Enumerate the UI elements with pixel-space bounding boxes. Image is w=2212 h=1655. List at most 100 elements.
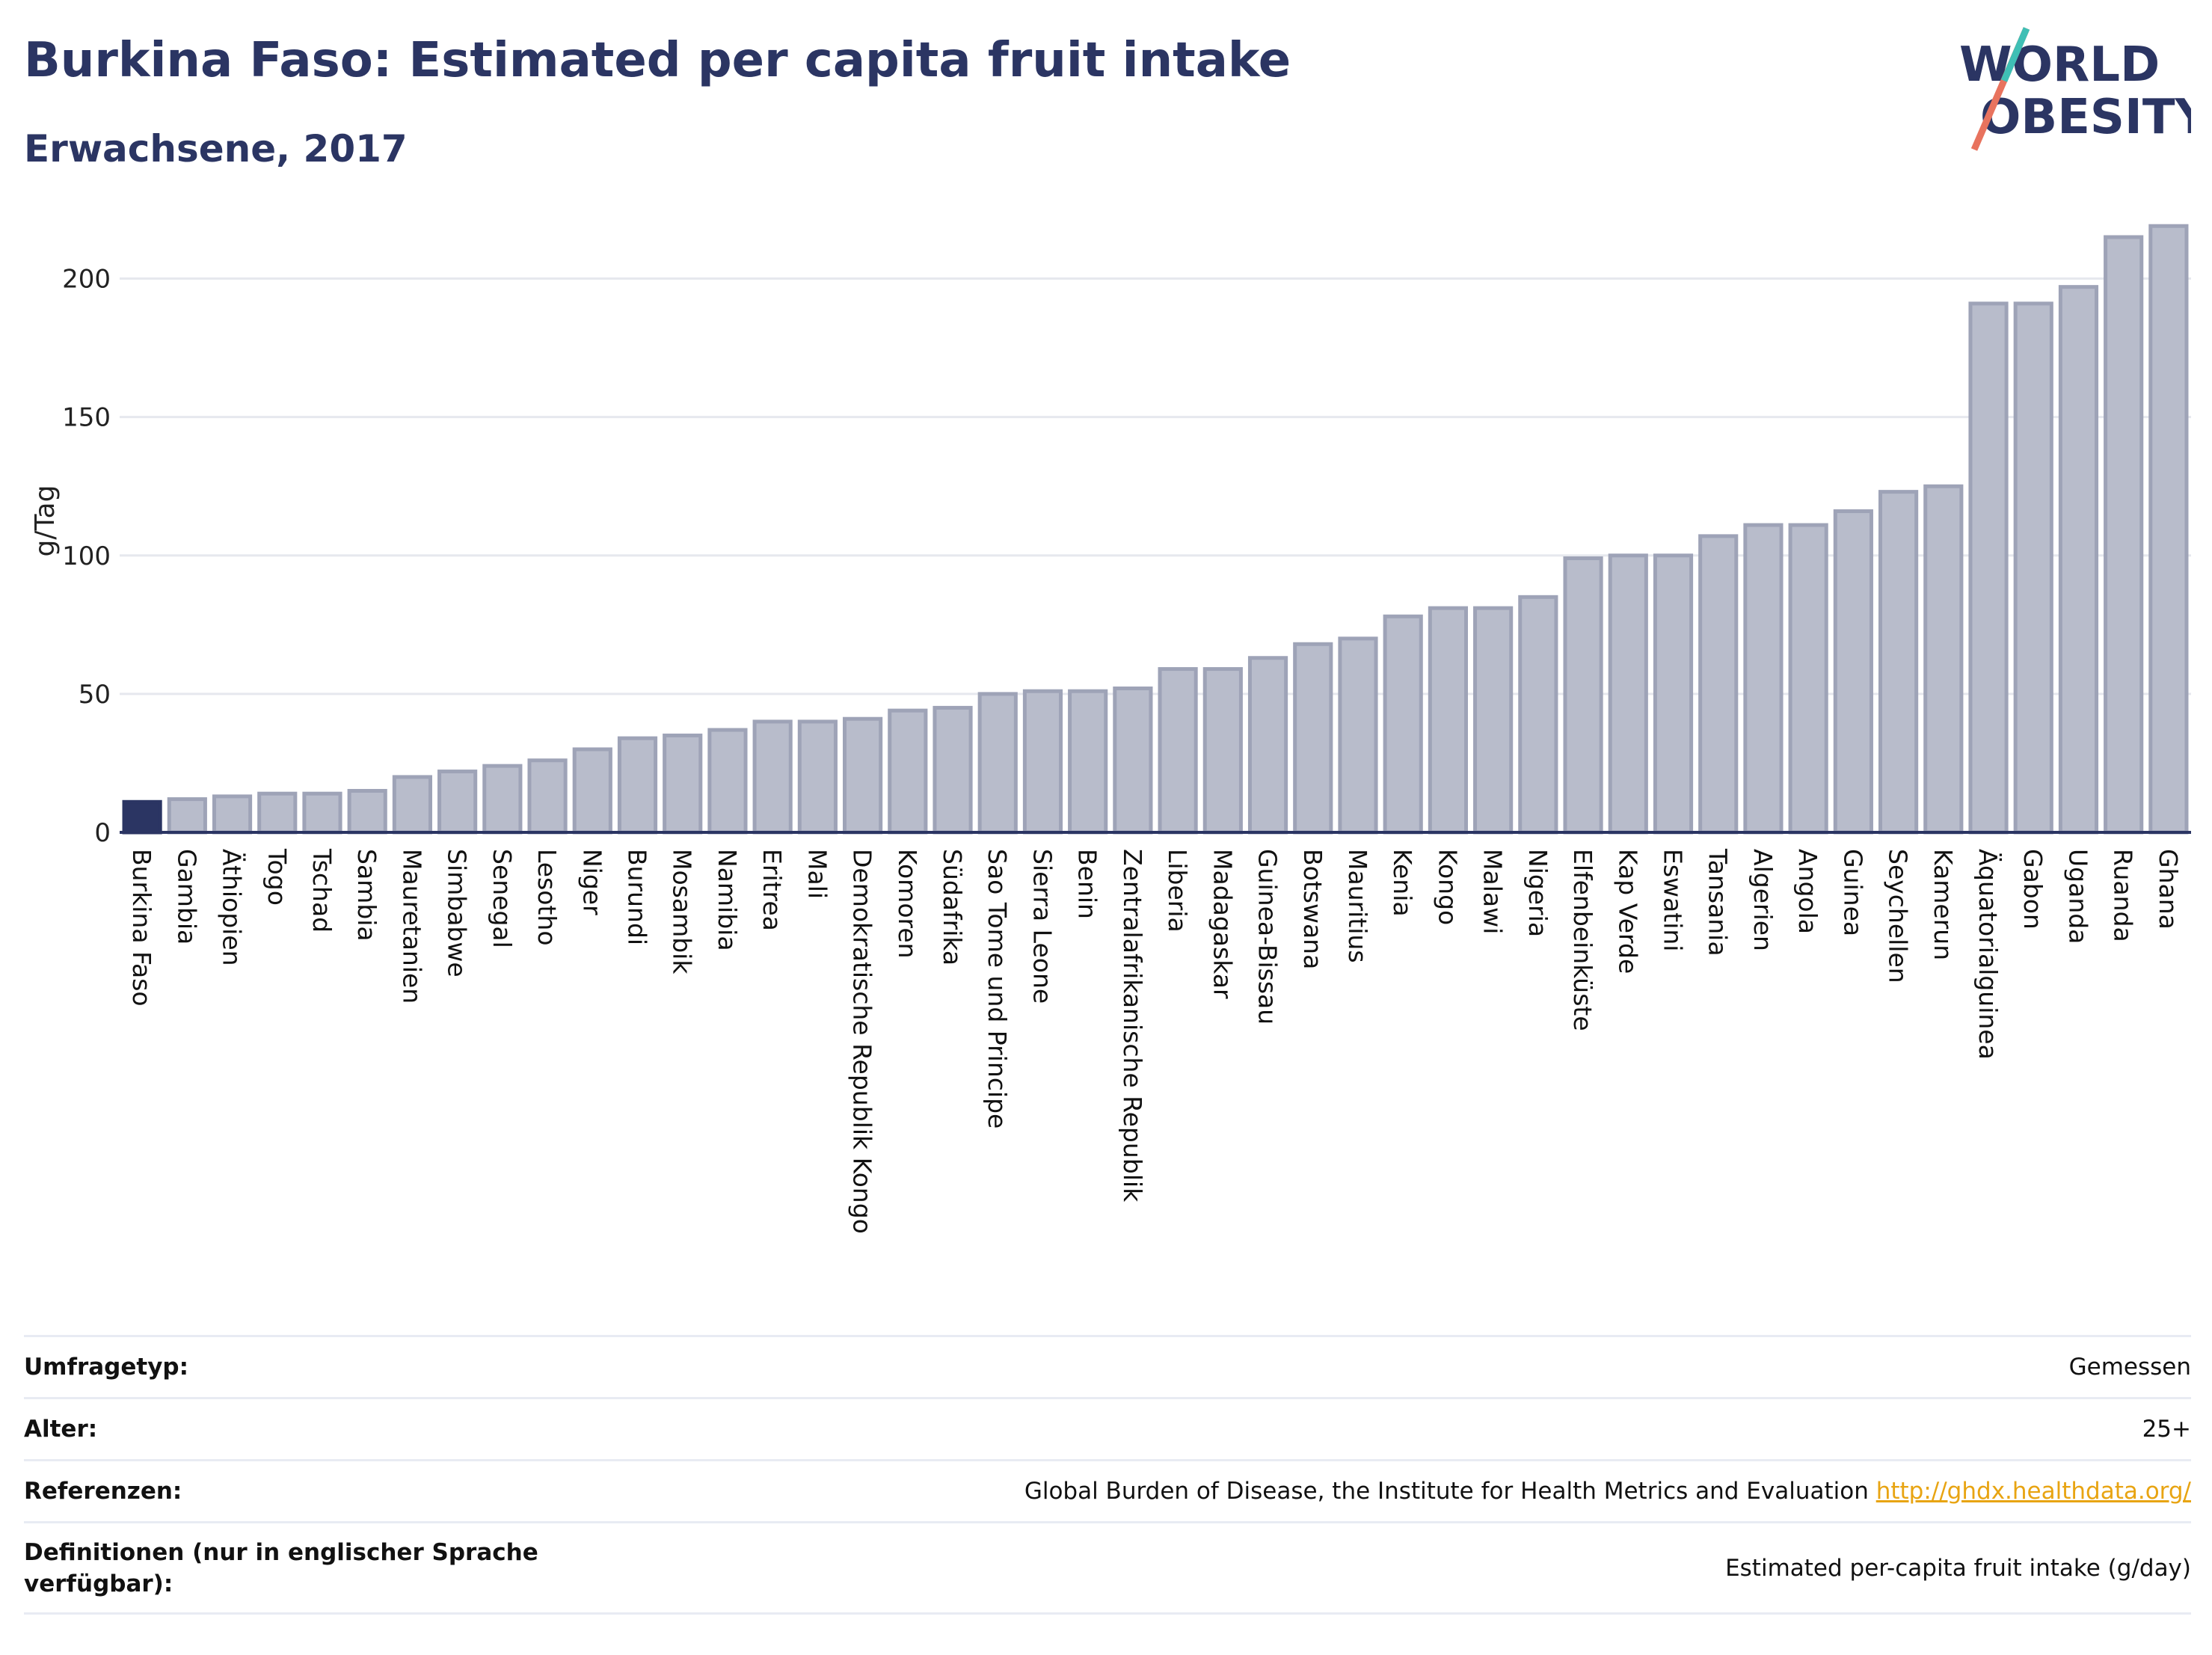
- bar: [888, 708, 928, 835]
- y-tick-label: 50: [79, 680, 111, 710]
- x-tick-label: Ghana: [2154, 849, 2183, 930]
- survey-type-value: Gemessen: [2068, 1354, 2191, 1381]
- x-tick-label: Kamerun: [1929, 849, 1958, 960]
- footer-row-definitions: Definitionen (nur in englischer Sprache …: [24, 1521, 2191, 1615]
- bar: [2013, 301, 2053, 835]
- age-value: 25+: [2142, 1416, 2191, 1443]
- logo-slash-upper: [2000, 27, 2030, 82]
- bar: [1923, 484, 1964, 835]
- bar: [2058, 285, 2099, 835]
- bar: [1473, 606, 1514, 835]
- bar: [212, 794, 253, 835]
- x-tick-label: Algerien: [1748, 849, 1778, 951]
- bar: [572, 747, 612, 835]
- bar: [1653, 553, 1694, 835]
- bar: [663, 733, 703, 835]
- x-tick-label: Seychellen: [1884, 849, 1913, 983]
- x-tick-label: Kap Verde: [1613, 849, 1642, 974]
- bar: [977, 692, 1018, 835]
- world-obesity-logo: WORLD OBESITY: [1959, 27, 2191, 151]
- bar: [707, 728, 748, 835]
- bar: [1563, 556, 1603, 835]
- y-tick-label: 200: [62, 265, 111, 295]
- x-tick-label: Sambia: [352, 849, 381, 942]
- bar: [1698, 534, 1739, 835]
- x-tick-label: Guinea-Bissau: [1253, 849, 1282, 1025]
- bar: [752, 719, 793, 835]
- x-tick-label: Togo: [262, 848, 292, 906]
- x-tick-label: Burkina Faso: [127, 849, 156, 1007]
- x-tick-label: Mauritius: [1343, 849, 1372, 963]
- y-axis-title: g/Tag: [30, 485, 61, 557]
- y-tick-label: 100: [62, 541, 111, 571]
- x-tick-label: Kenia: [1388, 849, 1417, 917]
- x-tick-label: Kongo: [1433, 849, 1462, 925]
- bar: [933, 705, 973, 835]
- metadata-table: Umfragetyp: Gemessen Alter: 25+ Referenz…: [24, 1335, 2191, 1615]
- x-tick-label: Simbabwe: [443, 849, 472, 977]
- logo-line-1: WORLD: [1959, 37, 2160, 93]
- bar: [1202, 667, 1243, 835]
- x-tick-label: Liberia: [1163, 849, 1192, 933]
- footer-row-references: Referenzen: Global Burden of Disease, th…: [24, 1459, 2191, 1521]
- x-tick-label: Äthiopien: [218, 849, 247, 966]
- x-tick-label: Botswana: [1298, 849, 1327, 969]
- x-tick-label: Eritrea: [758, 849, 787, 931]
- survey-type-label: Umfragetyp:: [24, 1354, 188, 1381]
- bar: [2148, 224, 2189, 835]
- x-tick-label: Ruanda: [2109, 849, 2138, 942]
- x-tick-label: Äquatorialguinea: [1973, 849, 2003, 1060]
- bar: [1338, 636, 1378, 835]
- x-tick-label: Malawi: [1478, 849, 1508, 934]
- references-value: Global Burden of Disease, the Institute …: [1024, 1476, 2191, 1507]
- bar: [347, 788, 387, 835]
- x-tick-label: Mali: [802, 849, 832, 899]
- x-tick-label: Benin: [1073, 849, 1102, 919]
- definitions-label: Definitionen (nur in englischer Sprache …: [24, 1538, 538, 1597]
- x-tick-label: Senegal: [488, 849, 517, 948]
- chart-subtitle: Erwachsene, 2017: [24, 127, 408, 171]
- logo-line-2: OBESITY: [1980, 90, 2191, 145]
- references-label: Referenzen:: [24, 1478, 182, 1505]
- bar: [167, 797, 207, 835]
- bar: [1428, 606, 1468, 835]
- x-tick-label: Burundi: [623, 849, 652, 945]
- bar: [1113, 686, 1153, 835]
- bar: [1247, 656, 1288, 835]
- references-link[interactable]: http://ghdx.healthdata.org/: [1875, 1478, 2191, 1505]
- x-tick-label: Namibia: [713, 849, 742, 951]
- bar: [302, 791, 342, 835]
- x-tick-label: Eswatini: [1659, 849, 1688, 951]
- bar: [437, 770, 478, 835]
- bar: [1968, 301, 2009, 835]
- bar: [1878, 490, 1919, 835]
- bar: [392, 775, 433, 835]
- x-tick-label: Gambia: [172, 849, 201, 945]
- bar: [527, 758, 568, 835]
- bar: [1833, 509, 1873, 835]
- bar: [1068, 689, 1108, 835]
- x-tick-label: Lesotho: [532, 849, 562, 946]
- bar: [257, 791, 298, 835]
- x-tick-label: Gabon: [2018, 849, 2047, 930]
- bar: [482, 764, 523, 835]
- x-tick-label: Uganda: [2063, 849, 2092, 944]
- x-tick-label: Tansania: [1703, 848, 1733, 957]
- bar: [1158, 667, 1198, 835]
- bar: [1788, 523, 1828, 835]
- x-tick-label: Elfenbeinküste: [1568, 849, 1597, 1031]
- x-tick-label: Mosambik: [668, 849, 697, 974]
- footer-row-survey-type: Umfragetyp: Gemessen: [24, 1335, 2191, 1397]
- bar: [2104, 235, 2144, 835]
- x-tick-label: Niger: [577, 849, 606, 915]
- x-tick-label: Mauretanien: [397, 849, 426, 1004]
- bar: [1022, 689, 1063, 835]
- y-tick-label: 0: [94, 818, 111, 848]
- y-tick-label: 150: [62, 403, 111, 433]
- bar: [1743, 523, 1784, 835]
- x-tick-label: Komoren: [893, 849, 922, 959]
- references-text: Global Burden of Disease, the Institute …: [1024, 1478, 1876, 1505]
- footer-row-age: Alter: 25+: [24, 1397, 2191, 1459]
- age-label: Alter:: [24, 1416, 98, 1443]
- bar-chart: 0 50 100 150 200 g/Tag Burkina Faso Gambia Äthio…: [30, 224, 2191, 1234]
